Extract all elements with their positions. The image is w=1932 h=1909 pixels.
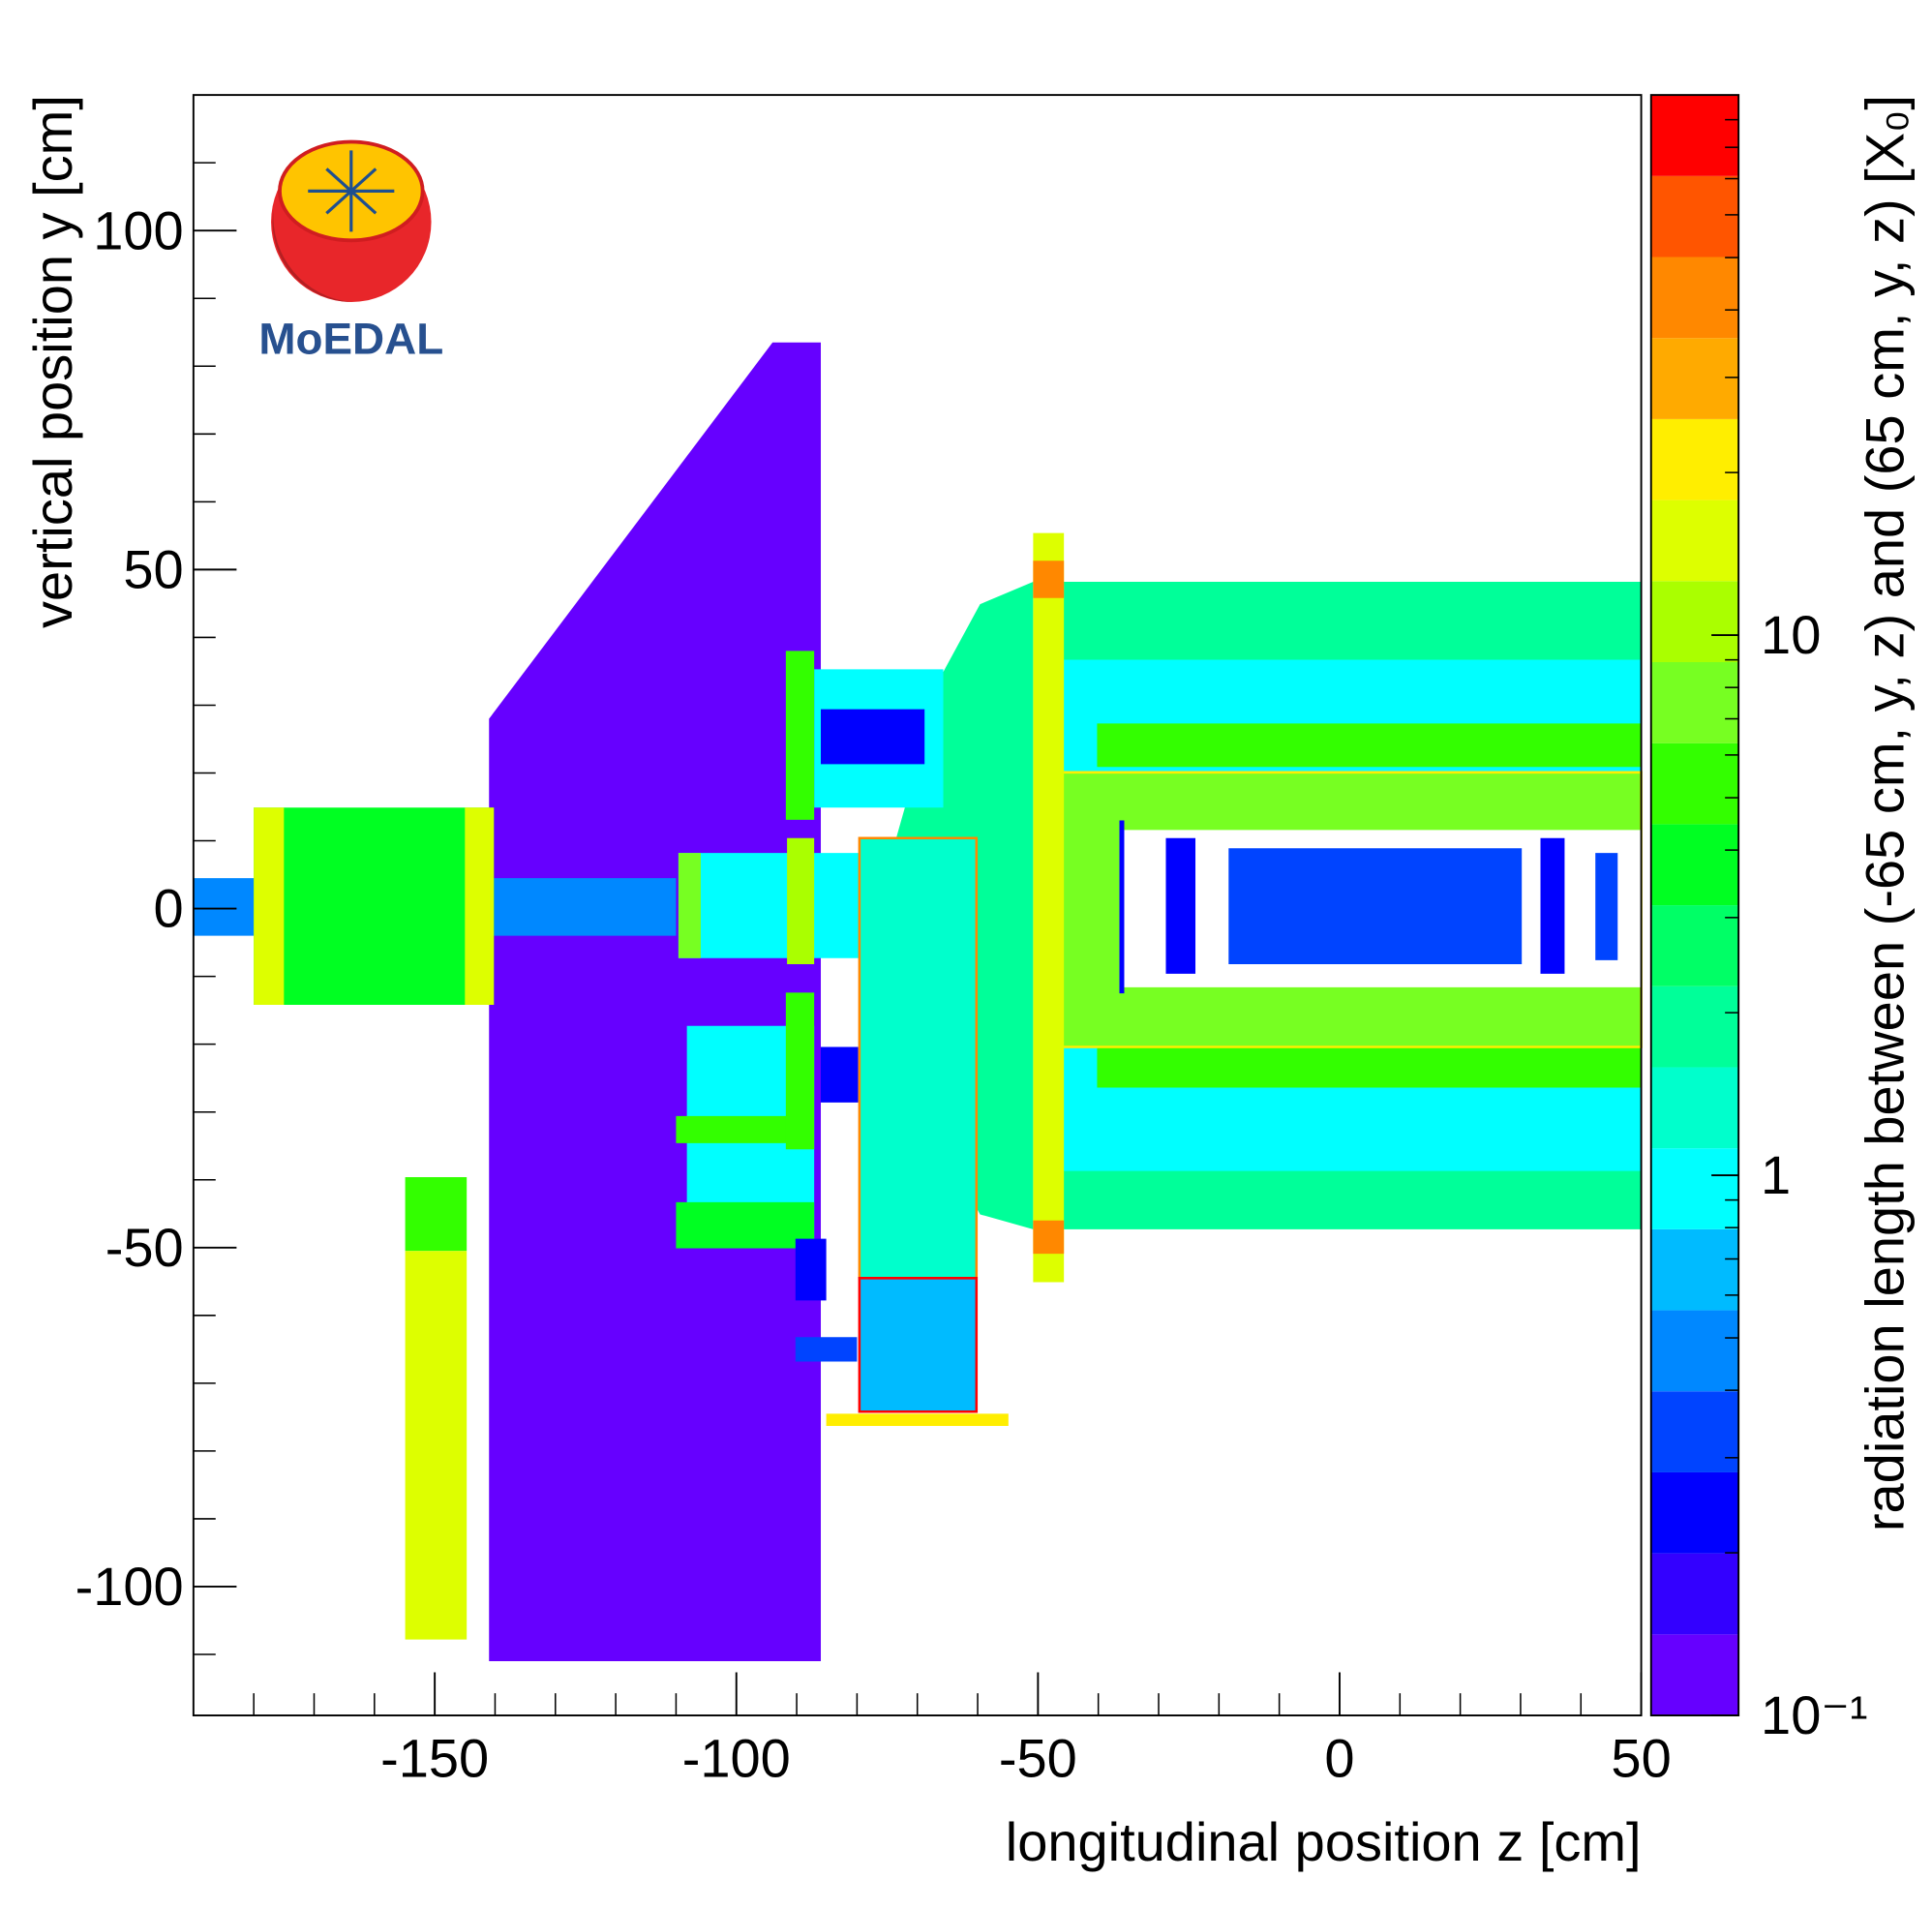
- region: [785, 992, 815, 1150]
- region: [1097, 723, 1642, 768]
- x-tick-label: 0: [1324, 1728, 1354, 1789]
- colorbar-band: [1650, 175, 1739, 258]
- colorbar-band: [1650, 742, 1739, 825]
- region: [1033, 1220, 1065, 1255]
- colorbar-band: [1650, 1553, 1739, 1635]
- region: [785, 651, 815, 820]
- colorbar-tick-label: 1: [1761, 1144, 1791, 1205]
- colorbar-band: [1650, 338, 1739, 419]
- x-axis-title: longitudinal position z [cm]: [1006, 1811, 1642, 1872]
- colorbar-tick-label: 10: [1761, 604, 1821, 665]
- colorbar-frame: [1649, 94, 1740, 1717]
- logo: MoEDAL: [258, 139, 443, 363]
- colorbar-band: [1650, 500, 1739, 582]
- region: [465, 807, 495, 1006]
- y-tick-label: -50: [106, 1217, 184, 1278]
- region: [254, 807, 495, 1006]
- region: [821, 709, 925, 765]
- region: [405, 1251, 468, 1640]
- x-tick-label: 50: [1611, 1728, 1671, 1789]
- region: [858, 836, 979, 1280]
- region: [821, 1046, 859, 1103]
- colorbar-band: [1650, 1228, 1739, 1311]
- region: [678, 853, 889, 958]
- region: [795, 1238, 827, 1301]
- region: [678, 853, 701, 958]
- region: [1595, 853, 1618, 960]
- colorbar-band: [1650, 1634, 1739, 1716]
- y-tick-label: 0: [154, 878, 184, 939]
- region: [489, 342, 822, 1662]
- x-tick-label: -100: [682, 1728, 791, 1789]
- colorbar-band: [1650, 95, 1739, 176]
- colorbar-band: [1650, 1067, 1739, 1149]
- colorbar-band: [1650, 581, 1739, 662]
- colorbar-tick-label: 10⁻¹: [1761, 1684, 1868, 1745]
- y-tick-label: -100: [75, 1556, 184, 1617]
- region: [1165, 837, 1196, 974]
- region: [858, 1277, 979, 1413]
- logo-arrows: [308, 150, 395, 232]
- colorbar-band: [1650, 905, 1739, 986]
- region: [1033, 532, 1065, 1283]
- region: [795, 1337, 858, 1362]
- colorbar-band: [1650, 824, 1739, 906]
- region: [676, 1201, 815, 1249]
- region: [1033, 561, 1065, 598]
- x-tick-label: -50: [999, 1728, 1077, 1789]
- y-tick-label: 100: [93, 199, 183, 260]
- region: [1119, 820, 1125, 994]
- region: [826, 1413, 1009, 1426]
- region: [676, 1115, 789, 1143]
- region: [405, 1176, 468, 1252]
- colorbar-band: [1650, 661, 1739, 743]
- region: [787, 837, 815, 965]
- x-tick-label: -150: [380, 1728, 489, 1789]
- colorbar-band: [1650, 985, 1739, 1068]
- region: [1228, 848, 1523, 965]
- colorbar-band: [1650, 1148, 1739, 1229]
- colorbar-band: [1650, 1471, 1739, 1554]
- region: [254, 807, 285, 1006]
- colorbar-band: [1650, 1391, 1739, 1472]
- colorbar-title: radiation length between (-65 cm, y, z) …: [1855, 95, 1916, 1531]
- y-tick-label: 50: [123, 538, 183, 599]
- colorbar-band: [1650, 1310, 1739, 1392]
- region: [1097, 1041, 1642, 1088]
- plot-area: [193, 342, 1643, 1662]
- region: [1540, 837, 1565, 974]
- y-axis-title: vertical position y [cm]: [22, 95, 83, 628]
- colorbar-band: [1650, 257, 1739, 339]
- colorbar-band: [1650, 418, 1739, 500]
- logo-text: MoEDAL: [258, 314, 443, 363]
